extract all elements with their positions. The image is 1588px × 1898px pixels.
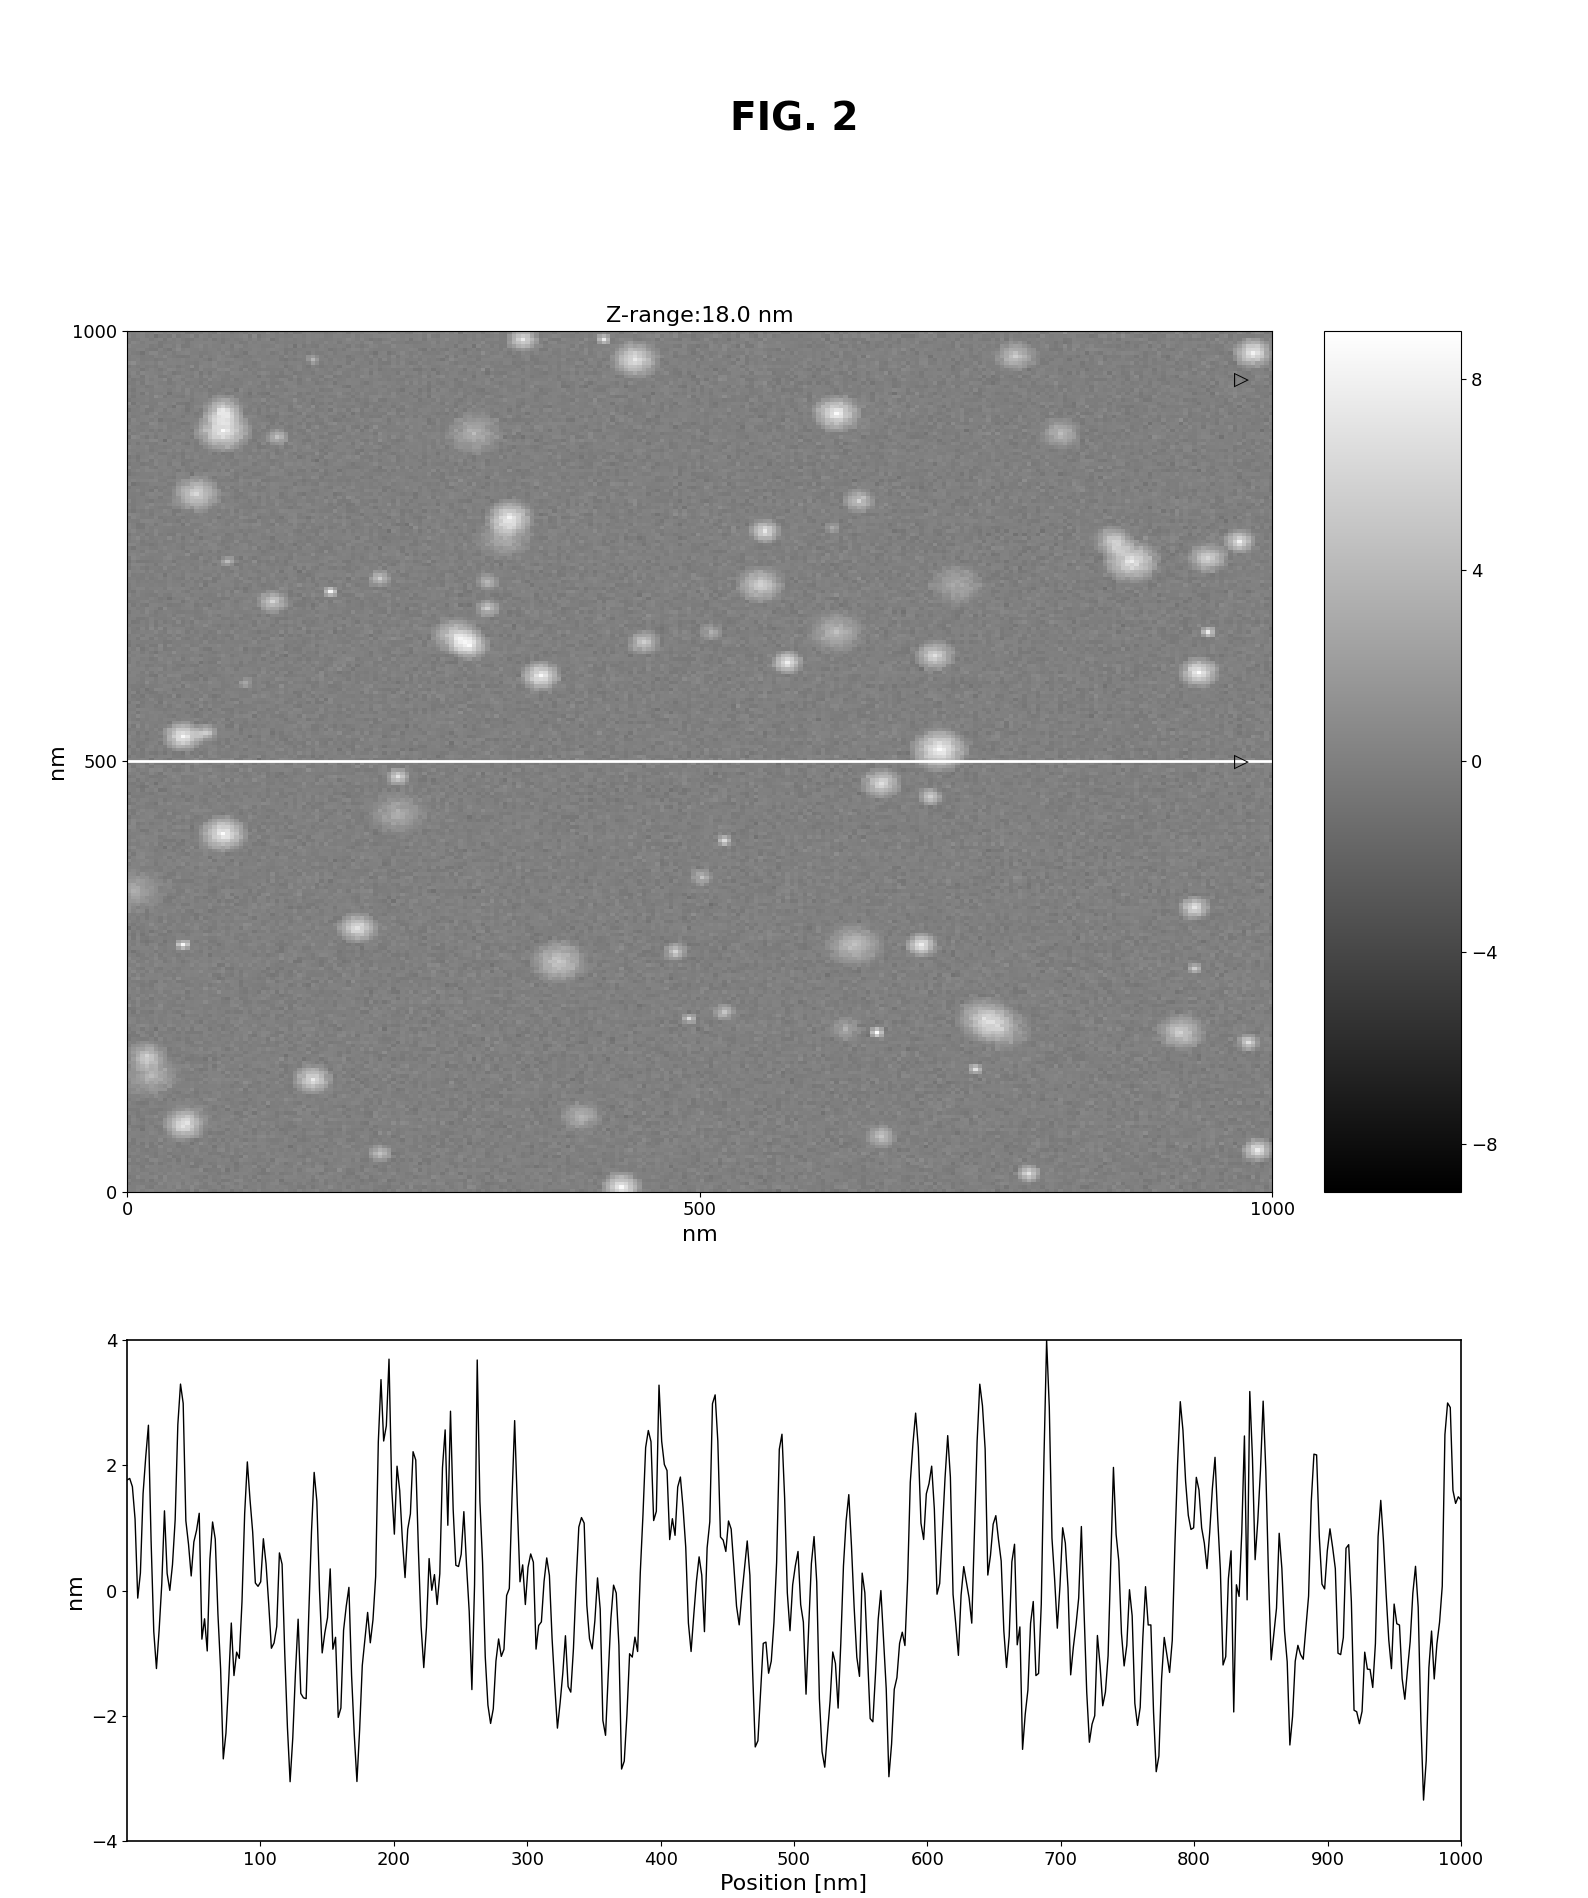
Y-axis label: nm: nm <box>65 1573 86 1608</box>
Text: ▷: ▷ <box>1234 370 1248 389</box>
Text: ▷: ▷ <box>1234 752 1248 771</box>
X-axis label: nm: nm <box>681 1224 718 1245</box>
Text: FIG. 2: FIG. 2 <box>730 101 858 139</box>
Title: Z-range:18.0 nm: Z-range:18.0 nm <box>607 306 794 326</box>
Y-axis label: nm: nm <box>46 744 67 778</box>
X-axis label: Position [nm]: Position [nm] <box>721 1875 867 1894</box>
